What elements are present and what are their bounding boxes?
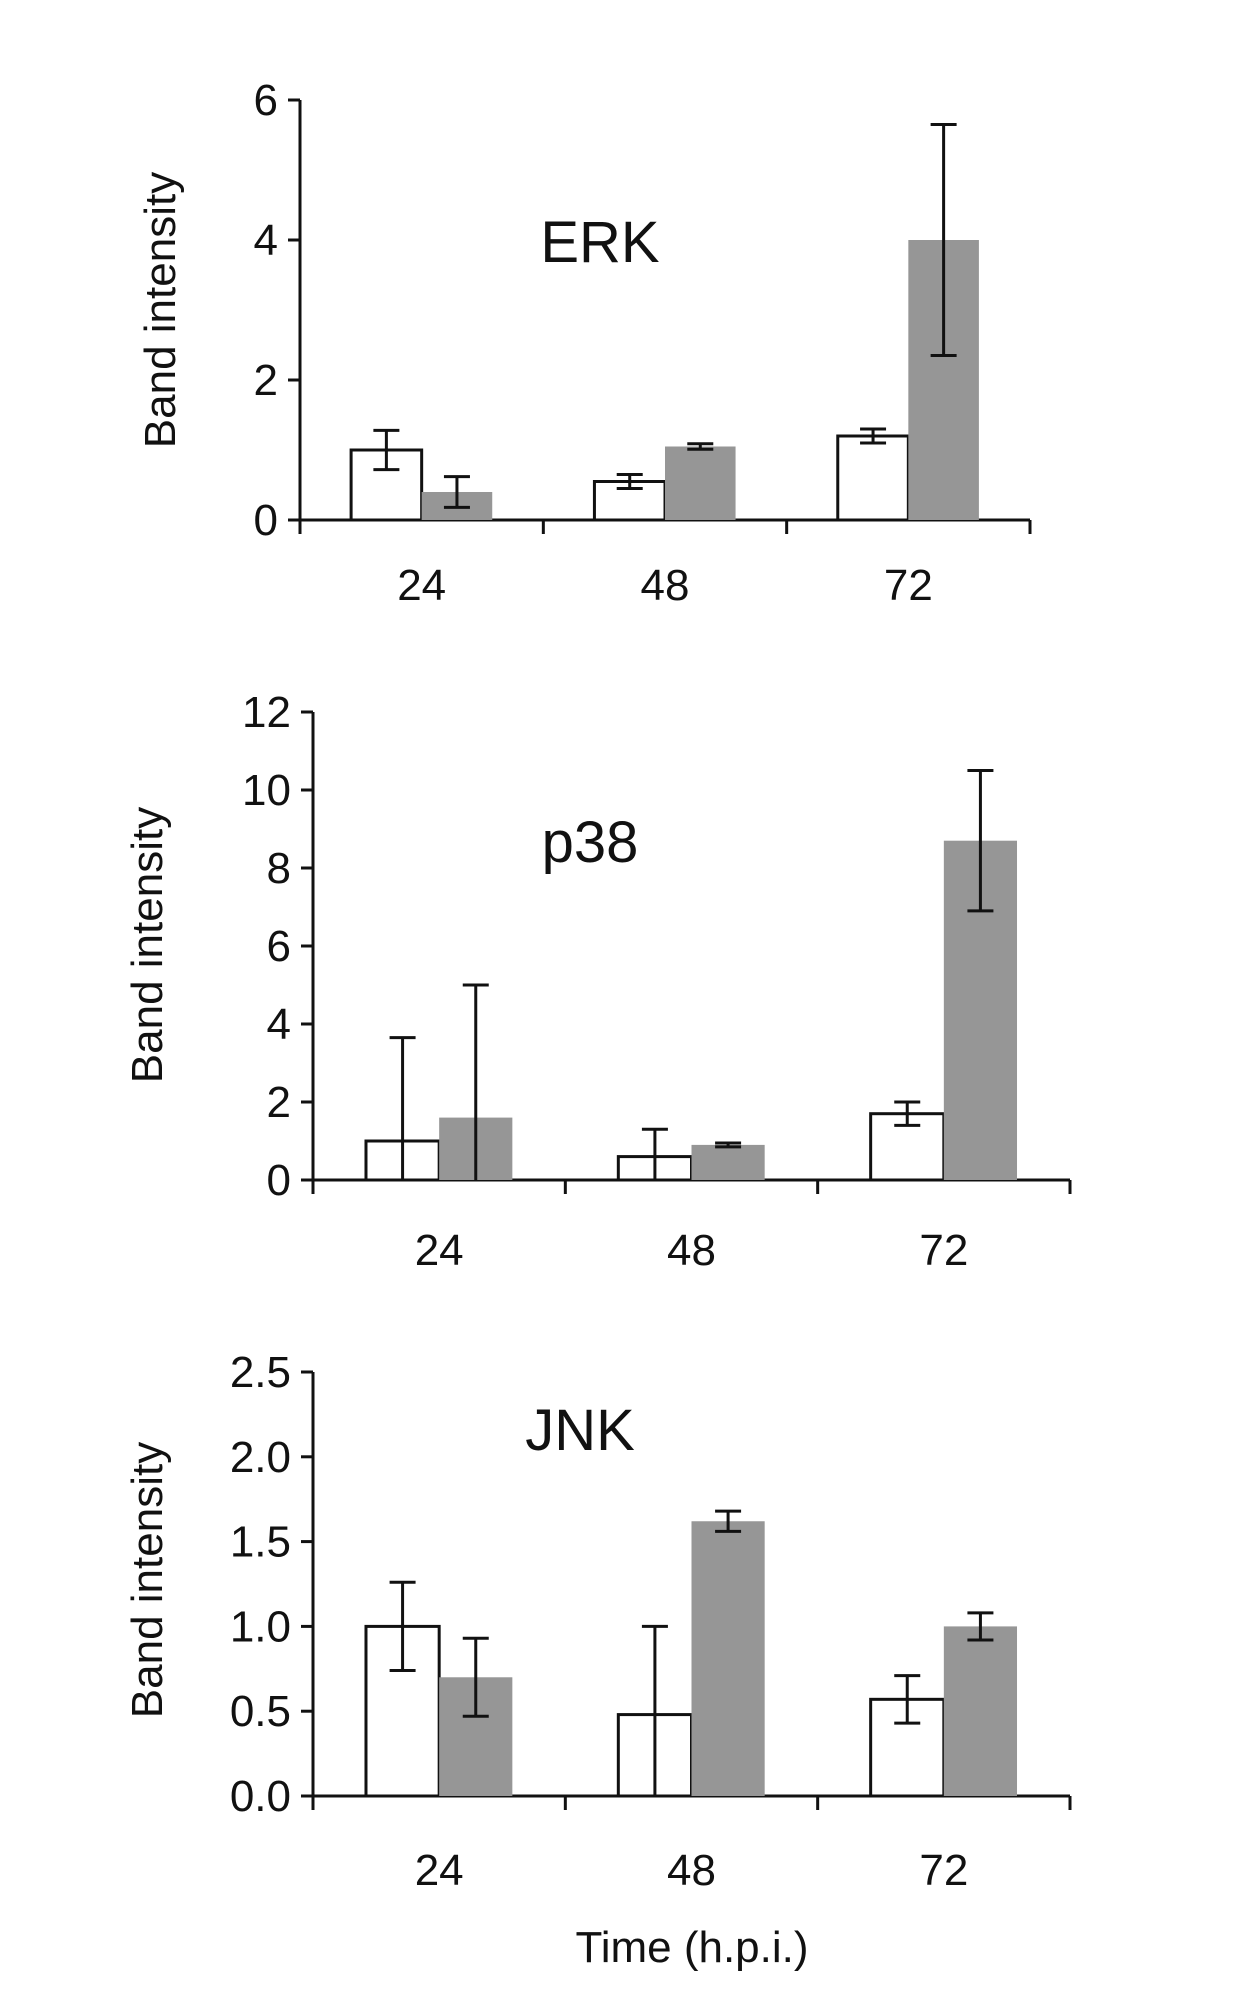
y-tick-label: 4 xyxy=(254,216,278,265)
error-bar xyxy=(641,1127,668,1180)
x-axis-title: Time (h.p.i.) xyxy=(575,1923,808,1972)
y-axis-title: Band intensity xyxy=(123,807,172,1083)
y-tick-label: 1.0 xyxy=(230,1602,291,1651)
panel-title: ERK xyxy=(540,210,660,275)
error-bar xyxy=(443,475,470,509)
error-bar xyxy=(687,442,714,451)
panel-title: JNK xyxy=(525,1398,635,1463)
y-tick-label: 2 xyxy=(267,1078,291,1127)
error-bar xyxy=(641,1624,668,1796)
y-axis-title: Band intensity xyxy=(136,172,185,448)
y-tick-label: 0.0 xyxy=(230,1772,291,1821)
error-bar xyxy=(616,473,643,490)
x-tick-label: 24 xyxy=(397,561,446,610)
x-tick-label: 24 xyxy=(415,1226,464,1275)
x-tick-label: 48 xyxy=(667,1226,716,1275)
x-tick-label: 72 xyxy=(919,1226,968,1275)
y-tick-label: 8 xyxy=(267,844,291,893)
error-bar xyxy=(389,1036,416,1180)
x-tick-label: 72 xyxy=(884,561,933,610)
error-bar xyxy=(860,427,887,445)
panel-title: p38 xyxy=(542,810,639,875)
bar-series2-48 xyxy=(691,1521,765,1796)
y-tick-label: 4 xyxy=(267,1000,291,1049)
error-bar xyxy=(894,1674,921,1725)
y-tick-label: 1.5 xyxy=(230,1518,291,1567)
bar-series2-72 xyxy=(943,1626,1018,1796)
y-tick-label: 12 xyxy=(242,688,291,737)
error-bar xyxy=(715,1141,742,1149)
y-tick-label: 2 xyxy=(254,356,278,405)
error-bar xyxy=(894,1100,921,1127)
bar-series1-72 xyxy=(836,434,910,522)
y-tick-label: 2.0 xyxy=(230,1433,291,1482)
error-bar xyxy=(967,769,994,913)
y-tick-label: 0 xyxy=(254,496,278,545)
error-bar xyxy=(373,428,400,472)
x-tick-label: 48 xyxy=(667,1846,716,1895)
y-tick-label: 6 xyxy=(267,922,291,971)
y-tick-label: 6 xyxy=(254,76,278,125)
error-bar xyxy=(462,1636,489,1718)
error-bar xyxy=(389,1580,416,1672)
y-tick-label: 10 xyxy=(242,766,291,815)
error-bar xyxy=(715,1509,742,1533)
y-tick-label: 2.5 xyxy=(230,1348,291,1397)
error-bar xyxy=(462,983,489,1180)
x-tick-label: 72 xyxy=(919,1846,968,1895)
bar-series2-48 xyxy=(665,446,736,520)
error-bar xyxy=(967,1611,994,1642)
x-tick-label: 48 xyxy=(641,561,690,610)
y-axis-title: Band intensity xyxy=(123,1442,172,1718)
x-tick-label: 24 xyxy=(415,1846,464,1895)
chart-panel-2: 0.0 0.5 1.0 1.5 2.0 2.5 24 48 72 Band intensity JN… xyxy=(123,1348,1072,1895)
bar-series2-48 xyxy=(691,1144,765,1180)
y-tick-label: 0.5 xyxy=(230,1687,291,1736)
error-bar xyxy=(930,123,957,357)
y-tick-label: 0 xyxy=(267,1156,291,1205)
